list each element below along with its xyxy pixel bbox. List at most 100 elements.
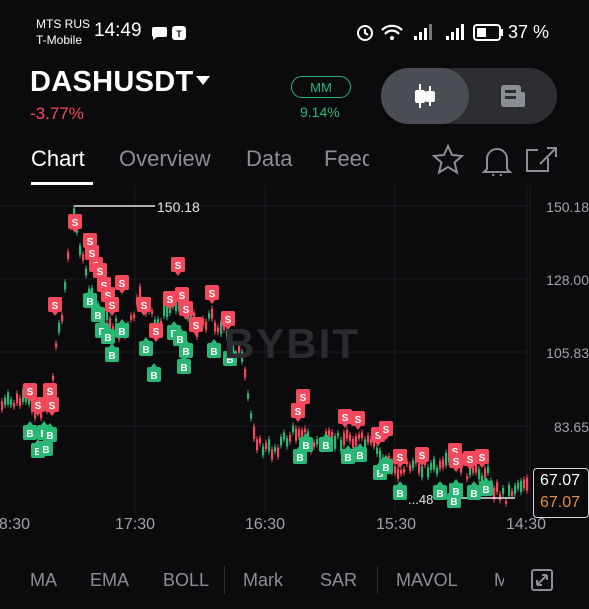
candle (334, 436, 337, 449)
battery-percent: 37 % (508, 22, 550, 42)
symbol-title[interactable]: DASHUSDT (30, 66, 194, 98)
buy-marker-label: B (396, 489, 403, 500)
candle (340, 439, 343, 452)
candle (61, 314, 64, 322)
time-label-4: 15:30 (376, 516, 417, 533)
candle (526, 477, 529, 491)
sell-marker-label: S (179, 291, 186, 302)
candle (139, 286, 142, 298)
candle (244, 369, 247, 378)
sell-marker-tip (342, 424, 348, 428)
candle (163, 304, 166, 317)
sell-marker-box (31, 397, 45, 412)
buy-marker-tip (227, 347, 233, 351)
share-icon[interactable] (526, 147, 557, 172)
candle (73, 208, 76, 220)
candle-view-button[interactable] (381, 68, 469, 124)
bybit-watermark: BYBIT (224, 320, 360, 367)
mm-badge[interactable]: MM (291, 76, 351, 98)
buy-marker-tip (303, 433, 309, 437)
sell-marker-tip (35, 412, 41, 416)
price-label-2: 128.00 (546, 272, 589, 288)
sell-marker-label: S (467, 455, 474, 466)
buy-marker-tip (183, 339, 189, 343)
indicator-boll[interactable]: BOLL (163, 570, 210, 590)
detail-view-button[interactable] (469, 68, 557, 124)
buy-marker-label: B (180, 363, 187, 374)
tab-overview[interactable]: Overview (119, 146, 211, 171)
buy-marker-label: B (382, 463, 389, 474)
candle (4, 397, 7, 406)
sell-marker-tip (355, 426, 361, 430)
indicator-ema[interactable]: EMA (90, 570, 130, 590)
tab-feed[interactable]: Feed (324, 146, 369, 171)
candle (34, 411, 37, 419)
sell-marker-label: S (193, 321, 200, 332)
candle (409, 464, 412, 471)
buy-marker-box (83, 293, 97, 308)
sell-marker-label: S (167, 295, 174, 306)
sell-marker-box (45, 397, 59, 412)
alarm-icon (357, 25, 373, 41)
indicator-sar[interactable]: SAR (320, 570, 358, 590)
candle (109, 318, 112, 331)
candle (55, 343, 58, 348)
sell-marker-box (43, 383, 57, 398)
candle (517, 482, 520, 489)
sell-marker-box (179, 301, 193, 316)
sell-marker-box (393, 449, 407, 464)
buy-marker-label: B (356, 451, 363, 462)
candle (40, 411, 43, 419)
buy-marker-box (319, 437, 333, 452)
sell-marker-tip (419, 462, 425, 466)
buy-marker-tip (177, 327, 183, 331)
buy-marker-tip (357, 443, 363, 447)
candle (82, 254, 85, 261)
indicator-mark[interactable]: Mark (243, 570, 283, 590)
candle (496, 482, 499, 492)
sell-marker-label: S (479, 453, 486, 464)
price-chart[interactable]: SSSSSSSSSSSSSSSSSSSSSSSSSSSSSSSSSSSSBBBB… (0, 186, 589, 546)
candle (256, 439, 259, 451)
candle (514, 485, 517, 495)
buy-marker-box (91, 307, 105, 322)
indicator-ma[interactable]: MA (30, 570, 57, 590)
tab-data[interactable]: Data (246, 146, 293, 171)
indicator-mavol[interactable]: MAVOL (396, 570, 458, 590)
buy-marker-label: B (452, 487, 459, 498)
candle (520, 480, 523, 493)
sell-marker-label: S (383, 425, 390, 436)
sell-marker-box (137, 297, 151, 312)
candle (412, 460, 415, 468)
candle (85, 268, 88, 276)
candle (436, 467, 439, 475)
buy-marker-box (393, 485, 407, 500)
buy-marker-box (115, 323, 129, 338)
buy-marker-box (139, 341, 153, 356)
candle (280, 436, 283, 446)
candle (469, 466, 472, 476)
buy-marker-label: B (322, 441, 329, 452)
candle (346, 429, 349, 439)
sell-marker-box (351, 411, 365, 426)
bell-icon[interactable] (481, 148, 513, 176)
system-icons (357, 24, 503, 41)
sell-marker-box (23, 383, 37, 398)
indicator-macd[interactable]: MACD (494, 570, 504, 590)
expand-icon[interactable] (530, 568, 556, 594)
star-icon[interactable] (431, 143, 465, 175)
carrier-2: T-Mobile (36, 33, 83, 47)
candle (25, 394, 28, 402)
buy-marker-label: B (482, 485, 489, 496)
sell-marker-tip (183, 316, 189, 320)
sell-marker-tip (295, 418, 301, 422)
tab-chart[interactable]: Chart (31, 146, 85, 171)
sell-marker-tip (383, 436, 389, 440)
buy-marker-box (39, 441, 53, 456)
buy-marker-label: B (104, 333, 111, 344)
symbol-dropdown-icon[interactable] (196, 76, 210, 85)
sell-marker-label: S (153, 327, 160, 338)
candle (253, 426, 256, 439)
buy-marker-label: B (26, 429, 33, 440)
candle (487, 466, 490, 473)
